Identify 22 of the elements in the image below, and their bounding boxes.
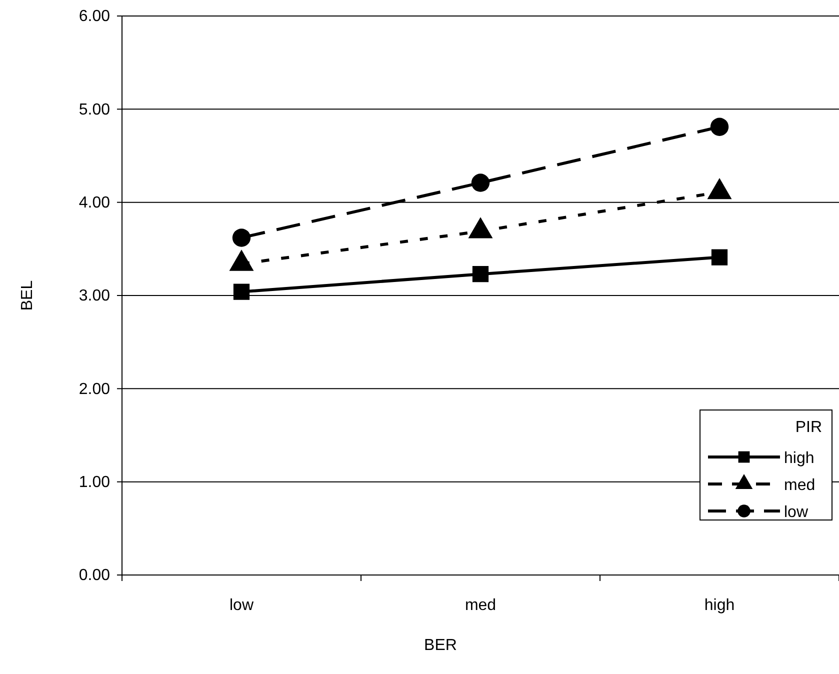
x-tick-label: med — [464, 597, 496, 614]
legend-label: low — [784, 504, 808, 521]
y-tick-label: 6.00 — [78, 8, 110, 26]
legend-title: PIR — [795, 419, 822, 436]
y-tick-label: 0.00 — [78, 567, 110, 584]
legend-label: high — [784, 450, 814, 467]
x-tick-label: low — [229, 597, 254, 614]
y-tick-label: 3.00 — [78, 288, 110, 305]
point — [711, 249, 728, 266]
y-tick-label: 4.00 — [78, 194, 110, 212]
point — [710, 118, 729, 136]
y-tick-label: 5.00 — [78, 101, 110, 118]
y-tick-label: 2.00 — [78, 380, 110, 398]
point — [472, 266, 489, 282]
x-tick-label: high — [704, 597, 735, 614]
point — [471, 174, 490, 192]
legend-label: med — [784, 477, 816, 494]
x-axis-title: BER — [424, 637, 457, 654]
point — [232, 228, 251, 247]
y-tick-label: 1.00 — [78, 474, 110, 491]
point — [233, 284, 250, 300]
y-axis-title: BEL — [19, 280, 36, 311]
